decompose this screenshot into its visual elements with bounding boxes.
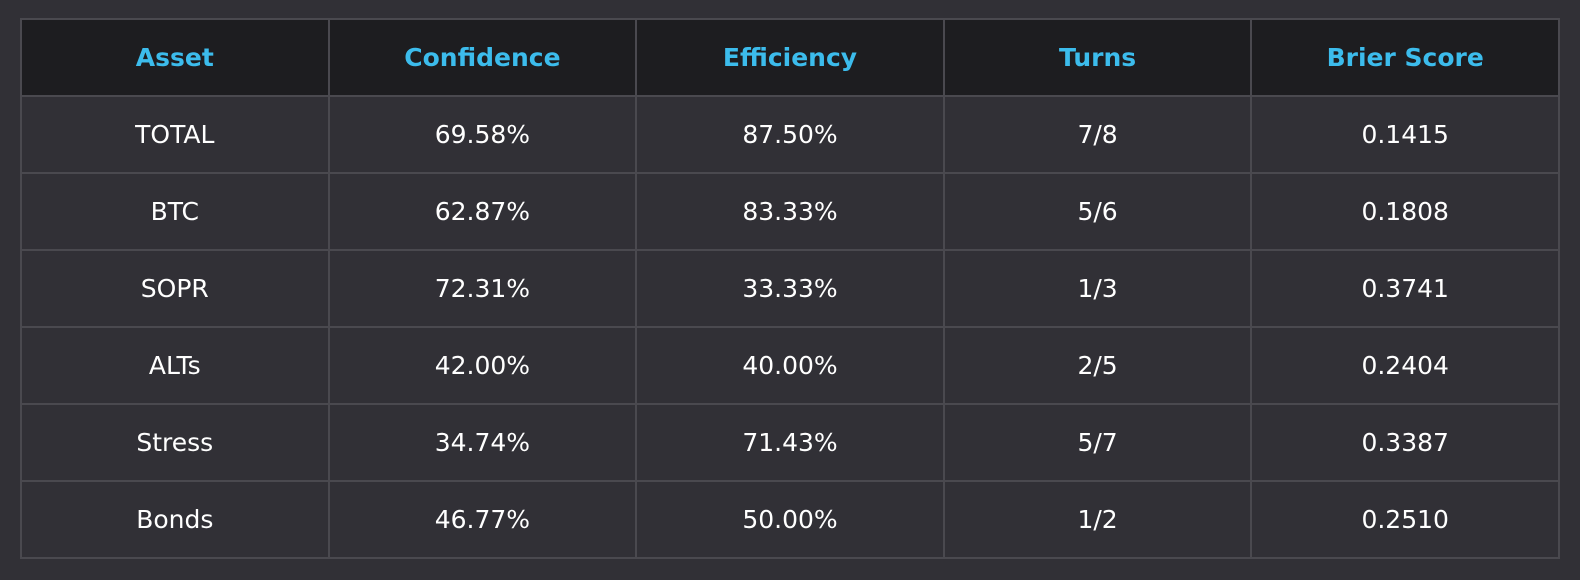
results-table: Asset Confidence Efficiency Turns Brier … [20,18,1560,559]
cell-confidence: 46.77% [327,480,638,559]
cell-brier-score: 0.3741 [1250,249,1560,328]
table-row: SOPR 72.31% 33.33% 1/3 0.3741 [20,249,1560,328]
cell-asset: Bonds [20,480,330,559]
header-row: Asset Confidence Efficiency Turns Brier … [20,18,1560,97]
cell-efficiency: 87.50% [635,95,945,174]
cell-turns: 7/8 [942,95,1253,174]
header-efficiency: Efficiency [635,18,945,97]
cell-turns: 5/6 [942,172,1253,251]
cell-brier-score: 0.1415 [1250,95,1560,174]
table-row: ALTs 42.00% 40.00% 2/5 0.2404 [20,326,1560,405]
table-row: BTC 62.87% 83.33% 5/6 0.1808 [20,172,1560,251]
cell-confidence: 42.00% [327,326,638,405]
table-row: TOTAL 69.58% 87.50% 7/8 0.1415 [20,95,1560,174]
cell-confidence: 72.31% [327,249,638,328]
header-brier-score: Brier Score [1250,18,1560,97]
cell-asset: TOTAL [20,95,330,174]
cell-turns: 1/3 [942,249,1253,328]
cell-confidence: 34.74% [327,403,638,482]
cell-turns: 1/2 [942,480,1253,559]
cell-asset: ALTs [20,326,330,405]
cell-efficiency: 50.00% [635,480,945,559]
header-asset: Asset [20,18,330,97]
table-row: Bonds 46.77% 50.00% 1/2 0.2510 [20,480,1560,559]
cell-efficiency: 83.33% [635,172,945,251]
cell-brier-score: 0.2404 [1250,326,1560,405]
cell-confidence: 69.58% [327,95,638,174]
cell-asset: SOPR [20,249,330,328]
cell-turns: 2/5 [942,326,1253,405]
header-confidence: Confidence [327,18,638,97]
table-row: Stress 34.74% 71.43% 5/7 0.3387 [20,403,1560,482]
cell-efficiency: 33.33% [635,249,945,328]
cell-brier-score: 0.1808 [1250,172,1560,251]
cell-efficiency: 71.43% [635,403,945,482]
results-table-container: Asset Confidence Efficiency Turns Brier … [20,18,1560,559]
cell-confidence: 62.87% [327,172,638,251]
cell-brier-score: 0.3387 [1250,403,1560,482]
header-turns: Turns [942,18,1253,97]
cell-turns: 5/7 [942,403,1253,482]
cell-brier-score: 0.2510 [1250,480,1560,559]
cell-asset: BTC [20,172,330,251]
cell-asset: Stress [20,403,330,482]
cell-efficiency: 40.00% [635,326,945,405]
